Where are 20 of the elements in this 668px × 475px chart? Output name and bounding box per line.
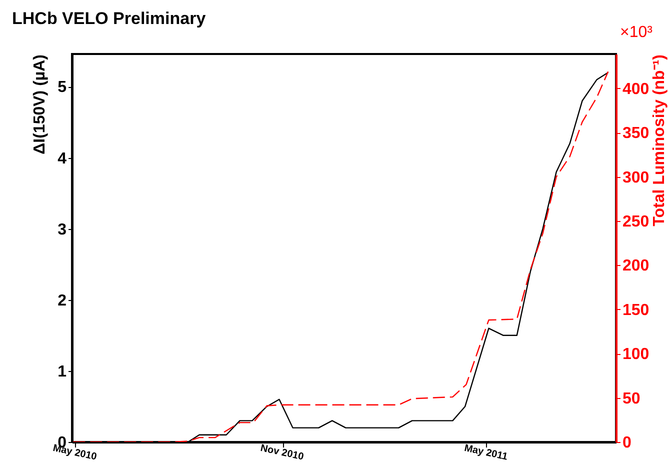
y2-tick-label: 350 [622,125,650,142]
y2-tick-label: 300 [622,169,650,186]
y-tick-label: 4 [58,150,67,168]
text: ×10³ [620,24,654,41]
y2-tick-label: 50 [622,390,640,408]
y-tick-label: 5 [58,79,67,96]
y2-tick-label: 400 [622,80,650,98]
y-tick-label: 2 [58,292,67,310]
x-tick-label: Nov 2010 [259,442,306,463]
y-tick-label: 1 [58,363,67,380]
y2-tick-label: 100 [622,346,650,364]
chart-title: LHCb VELO Preliminary [12,9,206,28]
y2-axis-title: Total Luminosity (nb⁻¹) [651,54,668,226]
y2-tick-label: 200 [622,258,650,275]
y2-tick-label: 0 [622,434,632,452]
y2-tick-label: 150 [622,302,650,319]
y-tick-label: 3 [58,221,67,238]
y-axis-title: ΔI(150V) (µA) [32,54,49,154]
y2-tick-label: 250 [622,214,650,231]
x-tick-label: May 2011 [463,442,509,463]
